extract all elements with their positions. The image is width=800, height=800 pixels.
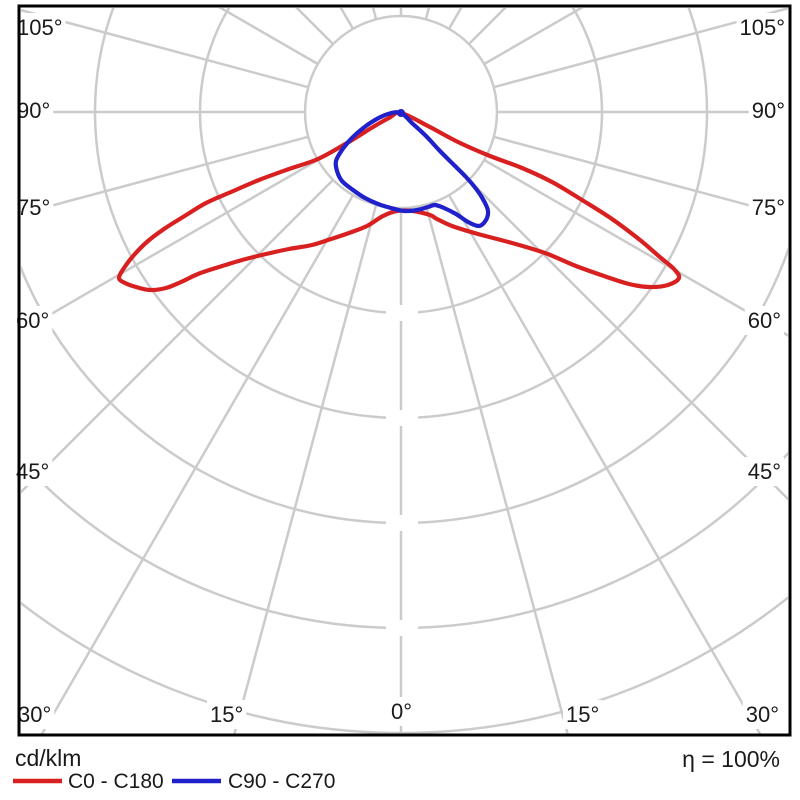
curve-c90-c270 [333,110,491,229]
angle-label: 75° [17,195,50,220]
angle-label: 45° [16,459,49,484]
curve-c0-c180 [116,110,682,293]
angle-label: 90° [17,98,50,123]
angle-label: 75° [752,195,785,220]
efficiency-label: η = 100% [682,746,780,772]
angle-labels: 105° 90° 75° 60° 45° 30° 15° 0° 15° 30° 45° 60° 75° 9… [13,13,788,729]
angle-label: 30° [18,702,51,727]
curve-apex-marker [397,109,405,117]
axis-gap-masks [386,305,418,636]
angle-label: 105° [739,15,785,40]
angle-label: 60° [16,308,49,333]
angle-label: 105° [17,15,63,40]
unit-label: cd/klm [15,745,81,771]
distribution-curves [116,109,682,293]
angle-label: 15° [210,702,243,727]
angle-label: 15° [566,702,599,727]
angle-label: 0° [391,699,412,724]
angle-label: 30° [746,702,779,727]
legend-c0-label: C0 - C180 [68,770,164,793]
angle-label: 60° [748,308,781,333]
legend-c90-label: C90 - C270 [228,770,335,793]
legend: C0 - C180 C90 - C270 [13,770,335,793]
angle-label: 90° [752,98,785,123]
plot-border [17,4,792,737]
angle-label: 45° [748,459,781,484]
